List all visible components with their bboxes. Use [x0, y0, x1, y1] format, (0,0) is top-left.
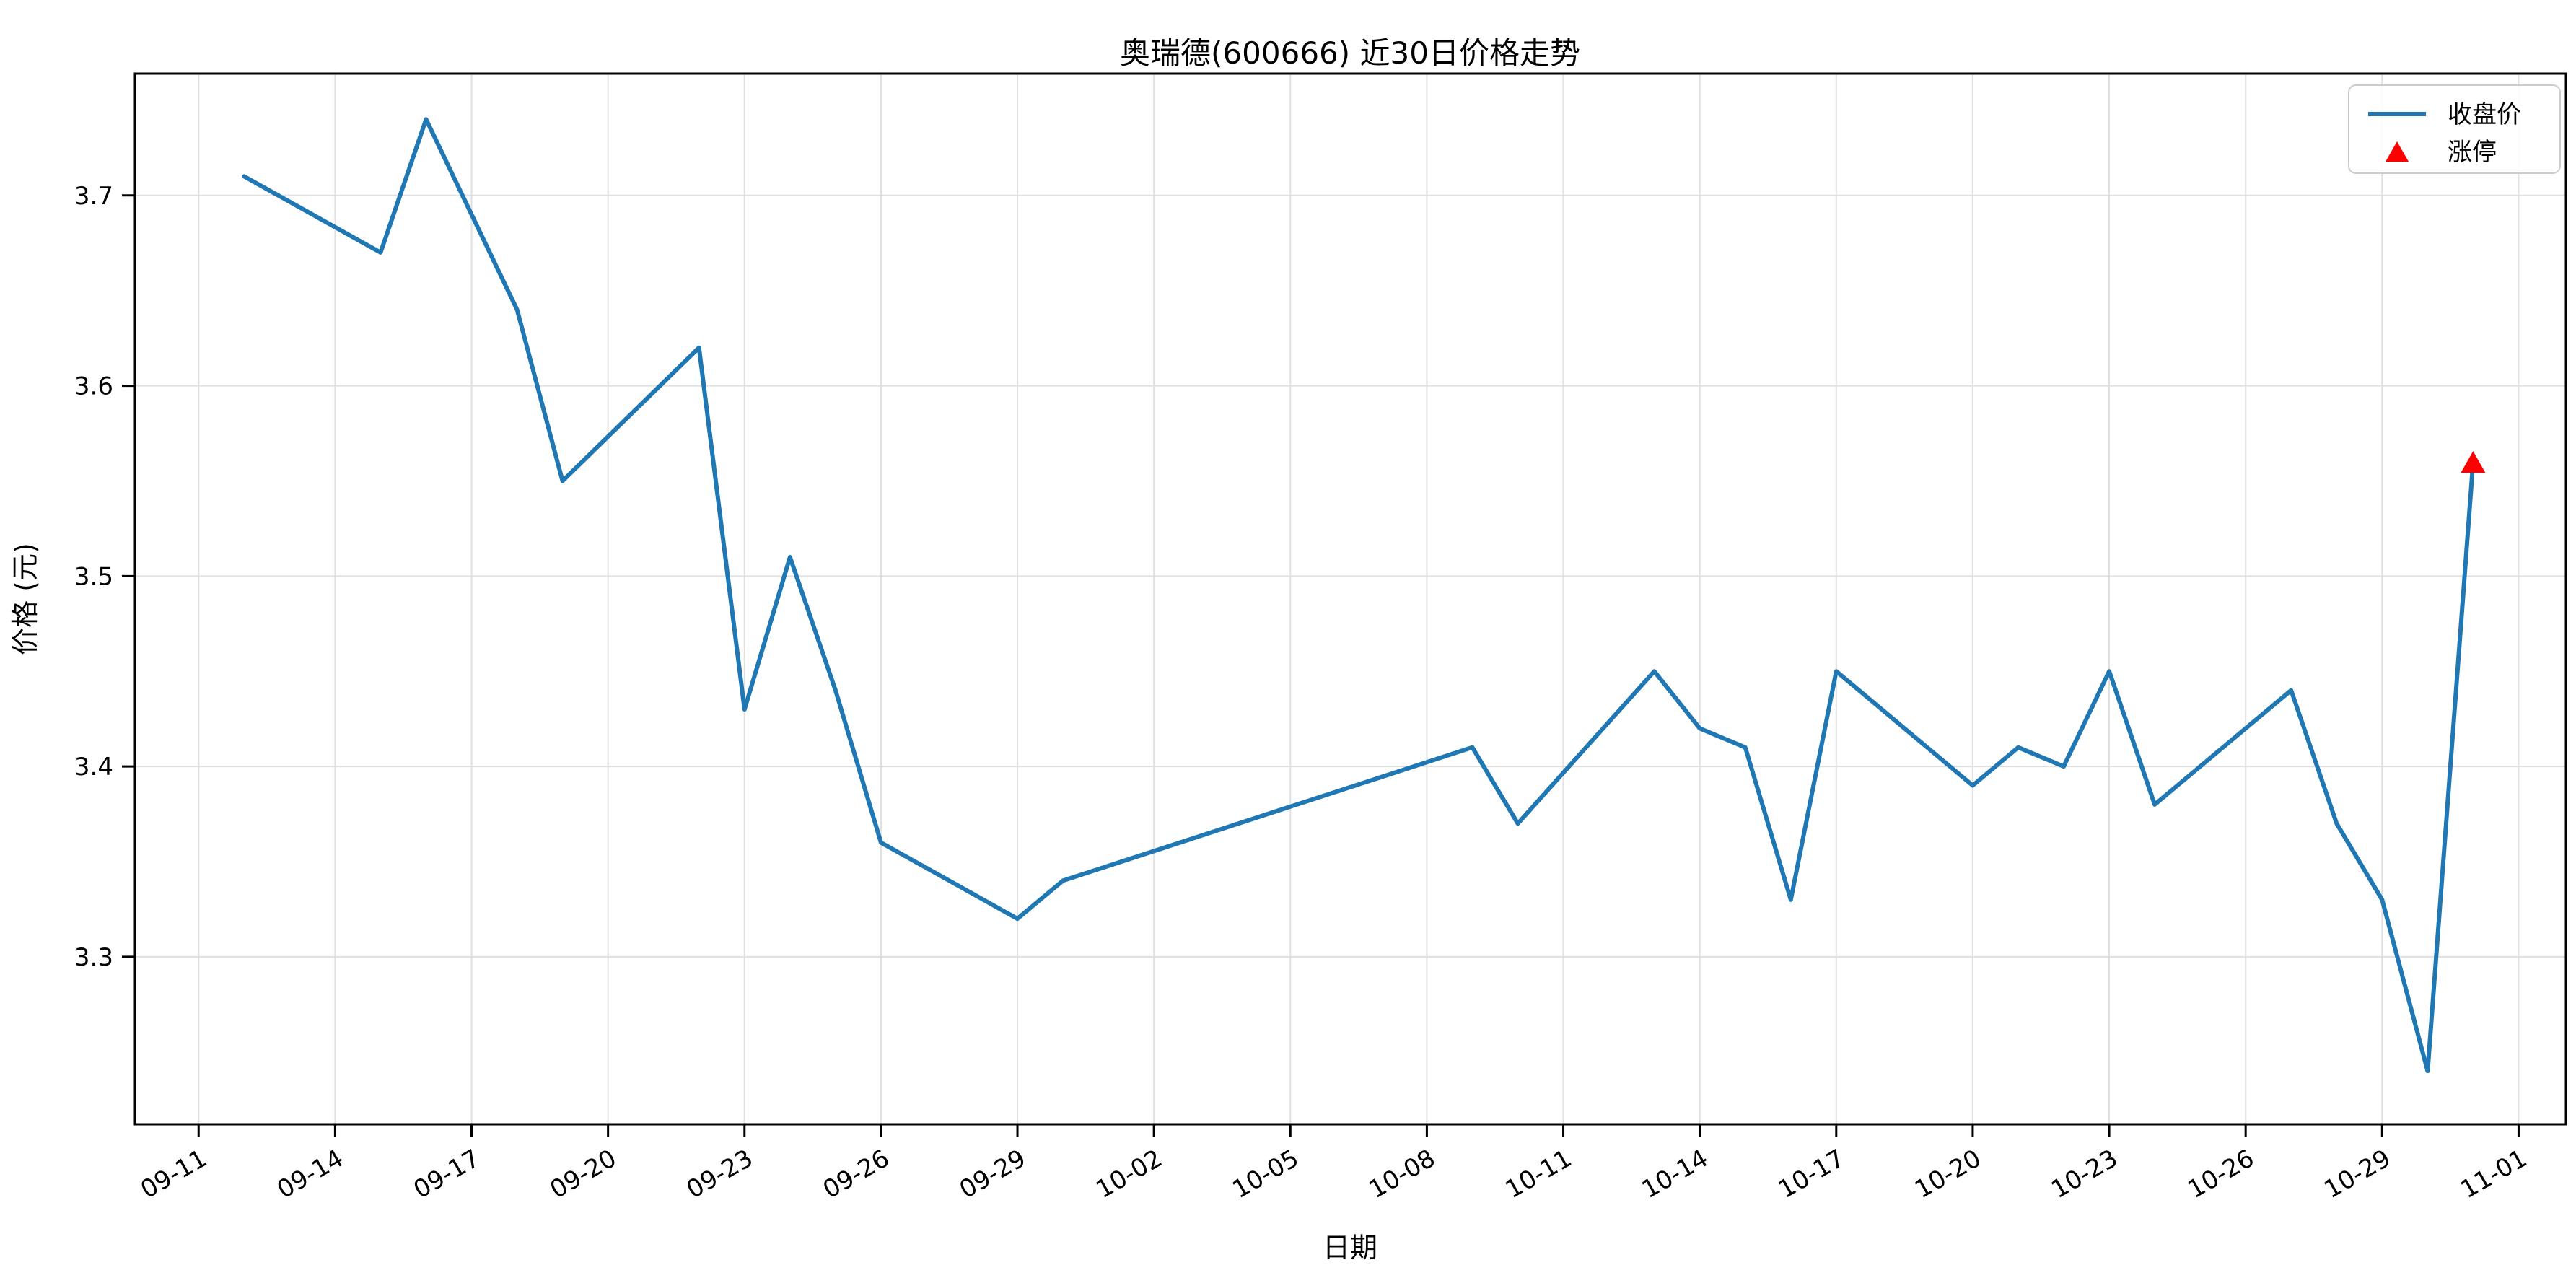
x-tick-label: 10-29	[2319, 1144, 2396, 1204]
x-tick-label: 10-23	[2046, 1144, 2123, 1204]
x-axis-label: 日期	[1323, 1232, 1377, 1264]
y-axis-label: 价格 (元)	[9, 543, 41, 655]
close-price-line	[242, 117, 2476, 1074]
y-tick-label: 3.7	[74, 182, 113, 211]
legend-triangle-icon	[2386, 141, 2409, 162]
x-tick-label: 09-20	[546, 1144, 622, 1204]
x-tick-label: 10-17	[1774, 1144, 1850, 1204]
x-tick-label: 10-08	[1364, 1144, 1440, 1204]
legend: 收盘价 涨停	[2348, 84, 2561, 174]
x-tick-label: 09-17	[408, 1144, 485, 1204]
y-tick-label: 3.6	[74, 372, 113, 401]
y-tick-label: 3.4	[74, 753, 113, 782]
limit-up-triangle-marker	[2461, 451, 2486, 473]
y-tick-label: 3.3	[74, 943, 113, 972]
x-tick-label: 10-20	[1910, 1144, 1986, 1204]
gridlines	[135, 74, 2566, 1124]
x-tick-label: 10-02	[1091, 1144, 1167, 1204]
x-tick-label: 09-11	[136, 1144, 212, 1204]
x-tick-label: 09-29	[955, 1144, 1031, 1204]
x-tick-label: 09-23	[682, 1144, 758, 1204]
x-tick-label: 10-11	[1500, 1144, 1577, 1204]
x-tick-label: 10-14	[1637, 1144, 1714, 1204]
x-tick-label: 10-26	[2183, 1144, 2259, 1204]
plot-border	[133, 72, 2567, 1126]
x-tick-label: 09-26	[818, 1144, 895, 1204]
x-tick-label: 09-14	[272, 1144, 349, 1204]
chart-title: 奥瑞德(600666) 近30日价格走势	[1120, 35, 1580, 71]
tick-marks	[122, 194, 2520, 1137]
tick-labels: 3.3 3.4 3.5 3.6 3.7 09-11 09-14 09-17 09-20 09-23…	[74, 182, 2532, 1204]
legend-label-close: 收盘价	[2448, 100, 2521, 129]
legend-label-limitup: 涨停	[2448, 138, 2497, 167]
y-tick-label: 3.5	[74, 562, 113, 591]
x-tick-label: 10-05	[1227, 1144, 1304, 1204]
x-tick-label: 11-01	[2455, 1144, 2532, 1204]
